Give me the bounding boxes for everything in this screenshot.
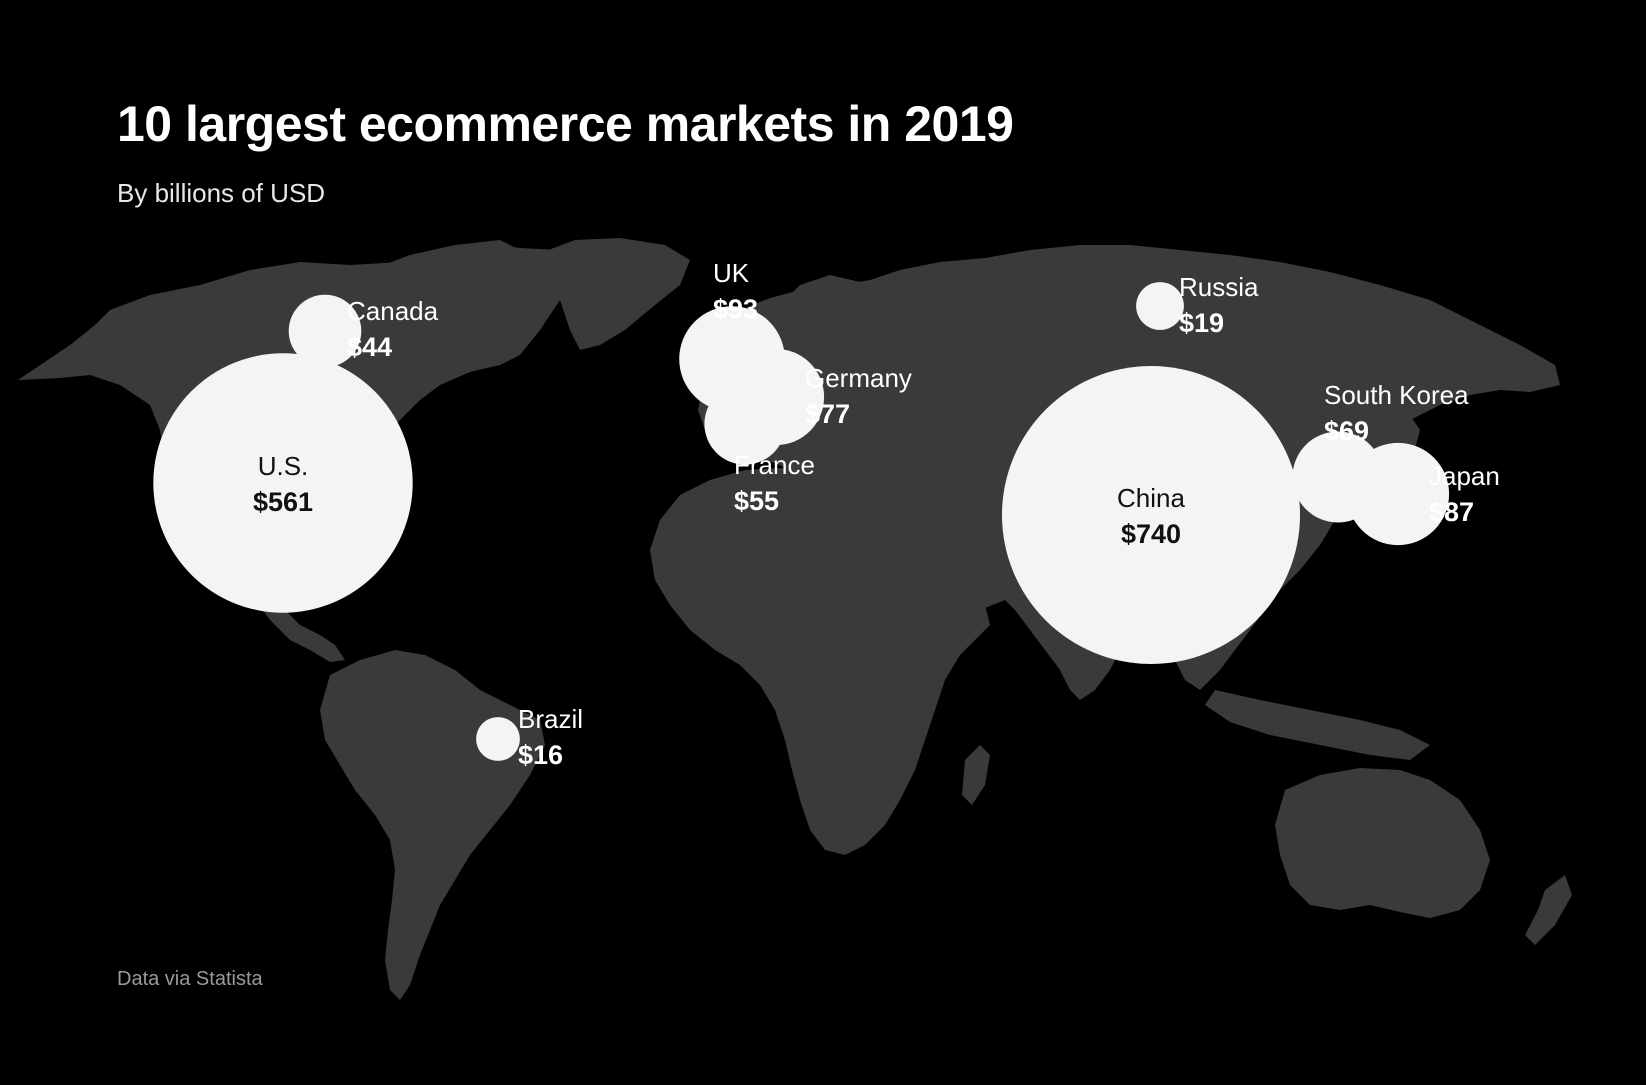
market-bubbles: U.S. $561 Canada $44 Brazil $16 UK $93 Germany $7… xyxy=(153,258,1500,770)
market-name-label: South Korea xyxy=(1324,380,1469,410)
market-bubble-france xyxy=(704,383,786,465)
market-value-label: $19 xyxy=(1179,308,1224,338)
market-name-label: U.S. xyxy=(258,451,309,481)
market-bubble-russia xyxy=(1136,282,1184,330)
market-name-label: Canada xyxy=(347,296,439,326)
market-value-label: $44 xyxy=(347,332,392,362)
arabia-shape xyxy=(915,515,1020,610)
market-value-label: $740 xyxy=(1121,519,1181,549)
market-value-label: $561 xyxy=(253,487,313,517)
market-canada: Canada $44 xyxy=(288,294,439,368)
market-name-label: UK xyxy=(713,258,750,288)
data-source-note: Data via Statista xyxy=(117,968,263,990)
market-name-label: Russia xyxy=(1179,272,1259,302)
map-title: 10 largest ecommerce markets in 2019 xyxy=(117,96,1014,152)
market-bubble-china xyxy=(1002,366,1300,664)
market-value-label: $93 xyxy=(713,294,758,324)
southeast-asia-islands-shape xyxy=(1205,690,1430,760)
madagascar-shape xyxy=(962,745,990,805)
market-name-label: China xyxy=(1117,483,1185,513)
market-brazil: Brazil $16 xyxy=(476,704,583,770)
market-name-label: Brazil xyxy=(518,704,583,734)
scandinavia-shape xyxy=(775,275,870,365)
australia-shape xyxy=(1275,768,1490,918)
market-france: France $55 xyxy=(704,383,815,516)
market-value-label: $87 xyxy=(1429,497,1474,527)
market-name-label: France xyxy=(734,450,815,480)
greenland-shape xyxy=(535,238,690,350)
market-japan: Japan $87 xyxy=(1346,442,1500,546)
market-china: China $740 xyxy=(1002,366,1300,664)
market-bubble-u-s xyxy=(153,353,413,613)
market-bubble-canada xyxy=(288,294,362,368)
landmasses xyxy=(18,238,1572,1000)
market-value-label: $55 xyxy=(734,486,779,516)
market-russia: Russia $19 xyxy=(1136,272,1259,338)
south-america-shape xyxy=(320,650,545,1000)
market-name-label: Japan xyxy=(1429,461,1500,491)
market-bubble-japan xyxy=(1346,442,1450,546)
market-value-label: $16 xyxy=(518,740,563,770)
market-bubble-brazil xyxy=(476,717,520,761)
market-u-s: U.S. $561 xyxy=(153,353,413,613)
africa-shape xyxy=(650,468,990,855)
map-subtitle: By billions of USD xyxy=(117,178,326,208)
market-value-label: $77 xyxy=(805,399,850,429)
market-name-label: Germany xyxy=(805,363,912,393)
new-zealand-shape xyxy=(1525,875,1572,945)
arctic-islands-shape xyxy=(370,240,520,282)
market-value-label: $69 xyxy=(1324,416,1369,446)
market-uk: UK $93 xyxy=(679,258,785,412)
